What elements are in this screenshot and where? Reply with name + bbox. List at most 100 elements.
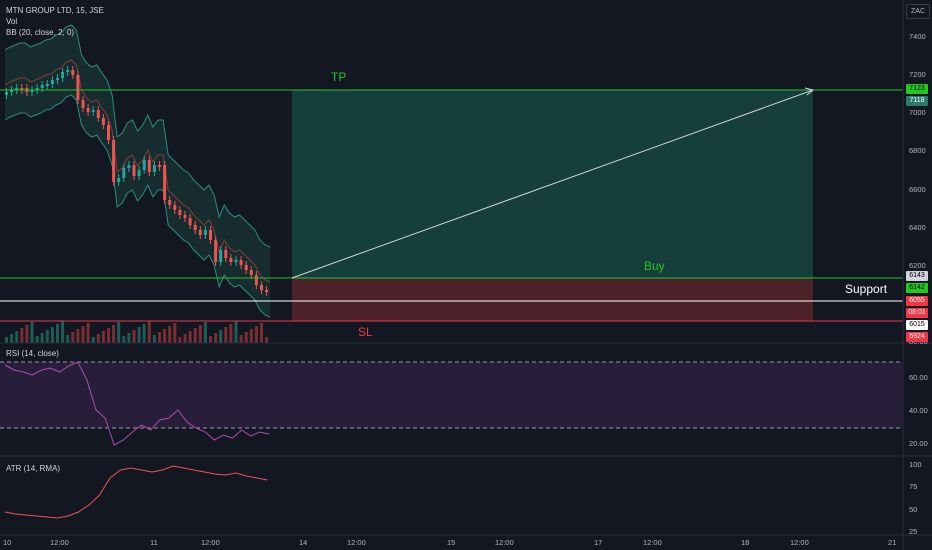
volume-bar	[158, 332, 161, 343]
candle-body	[132, 165, 136, 176]
candle-body	[107, 125, 110, 140]
volume-bar	[76, 329, 80, 343]
sl-price-tag: 5924	[906, 332, 928, 342]
volume-bar	[203, 322, 207, 343]
projection-arrow[interactable]	[291, 89, 814, 279]
volume-bar	[56, 324, 59, 343]
candle-body	[122, 168, 126, 178]
volume-bar	[188, 331, 192, 343]
buy-price-tag: 6142	[906, 283, 928, 293]
volume-bar	[214, 333, 218, 343]
volume-bar	[219, 330, 223, 343]
candle-body	[219, 250, 223, 262]
tp-label[interactable]: TP	[331, 70, 347, 84]
volume-bar	[30, 322, 34, 343]
candle-body	[183, 215, 187, 218]
loss-zone[interactable]	[292, 278, 813, 321]
volume-bar	[20, 328, 24, 343]
candle-body	[249, 270, 253, 275]
time-tick: 15	[447, 538, 456, 547]
candle-body	[101, 118, 105, 125]
candle-body	[158, 165, 161, 167]
volume-bar	[132, 330, 136, 343]
volume-bar	[254, 326, 258, 343]
volume-bar	[86, 323, 90, 343]
volume-bar	[96, 334, 100, 343]
volume-bar	[5, 337, 8, 343]
volume-bar	[112, 325, 116, 343]
buy-label[interactable]: Buy	[644, 259, 665, 273]
time-tick: 12:00	[643, 538, 662, 547]
candle-body	[15, 88, 19, 90]
candle-body	[234, 260, 238, 262]
price-tick: 6600	[909, 185, 926, 194]
candle-body	[10, 90, 14, 92]
price-tick: 6200	[909, 261, 926, 270]
volume-bar	[168, 326, 172, 343]
rsi-tick: 60.00	[909, 373, 928, 382]
candle-body	[239, 260, 243, 265]
volume-bar	[25, 325, 29, 343]
candle-body	[168, 200, 172, 205]
volume-bar	[71, 332, 75, 343]
volume-bar	[173, 323, 177, 343]
bollinger-upper	[4, 24, 271, 248]
candle-body	[147, 160, 151, 172]
volume-bar	[239, 335, 243, 343]
candle-body	[254, 275, 258, 285]
time-tick: 12:00	[495, 538, 514, 547]
time-tick: 12:00	[790, 538, 809, 547]
bollinger-basis	[4, 59, 271, 283]
candle-body	[152, 165, 156, 172]
support-label[interactable]: Support	[845, 282, 888, 296]
volume-bar	[117, 322, 121, 343]
volume-bar	[127, 333, 131, 343]
time-tick: 12:00	[50, 538, 69, 547]
volume-bar	[10, 334, 14, 343]
volume-bar	[45, 330, 49, 343]
candle-body	[173, 205, 177, 210]
symbol-legend[interactable]: MTN GROUP LTD, 15, JSE	[6, 6, 104, 15]
candle-body	[229, 258, 233, 262]
rsi-legend[interactable]: RSI (14, close)	[6, 349, 59, 358]
candle-body	[193, 225, 197, 230]
candle-body	[71, 70, 75, 75]
time-tick: 21	[888, 538, 897, 547]
volume-bar	[183, 334, 187, 343]
volume-legend[interactable]: Vol	[6, 17, 18, 26]
volume-bar	[91, 337, 95, 343]
candle-body	[188, 218, 192, 225]
candle-body	[112, 140, 116, 182]
countdown-tag: 08:01	[906, 308, 928, 318]
bollinger-legend[interactable]: BB (20, close, 2, 0)	[6, 28, 75, 37]
volume-bar	[137, 327, 141, 343]
time-tick: 17	[594, 538, 603, 547]
volume-bar	[35, 336, 39, 343]
rsi-band	[0, 362, 903, 428]
candle-body	[214, 240, 218, 262]
price-tick: 6800	[909, 146, 926, 155]
candle-body	[224, 250, 228, 258]
candle-body	[81, 100, 85, 108]
atr-line	[4, 465, 268, 519]
tp-price-tag: 7123	[906, 84, 928, 94]
volume-bar	[249, 329, 253, 343]
volume-bar	[101, 331, 105, 343]
volume-bar	[234, 321, 238, 343]
candle-body	[163, 165, 167, 200]
atr-legend[interactable]: ATR (14, RMA)	[6, 464, 61, 473]
currency-button[interactable]: ZAC	[906, 4, 930, 19]
candle-body	[86, 108, 90, 112]
time-tick: 12:00	[201, 538, 220, 547]
volume-bar	[178, 337, 182, 343]
sl-label[interactable]: SL	[358, 325, 373, 339]
last-price-tag: 7118	[906, 96, 928, 106]
candle-body	[50, 80, 54, 84]
volume-bar	[40, 333, 44, 343]
volume-bar	[15, 331, 19, 343]
time-tick: 14	[299, 538, 308, 547]
price-tick: 6400	[909, 223, 926, 232]
candle-body	[137, 170, 141, 176]
volume-bar	[209, 336, 212, 343]
